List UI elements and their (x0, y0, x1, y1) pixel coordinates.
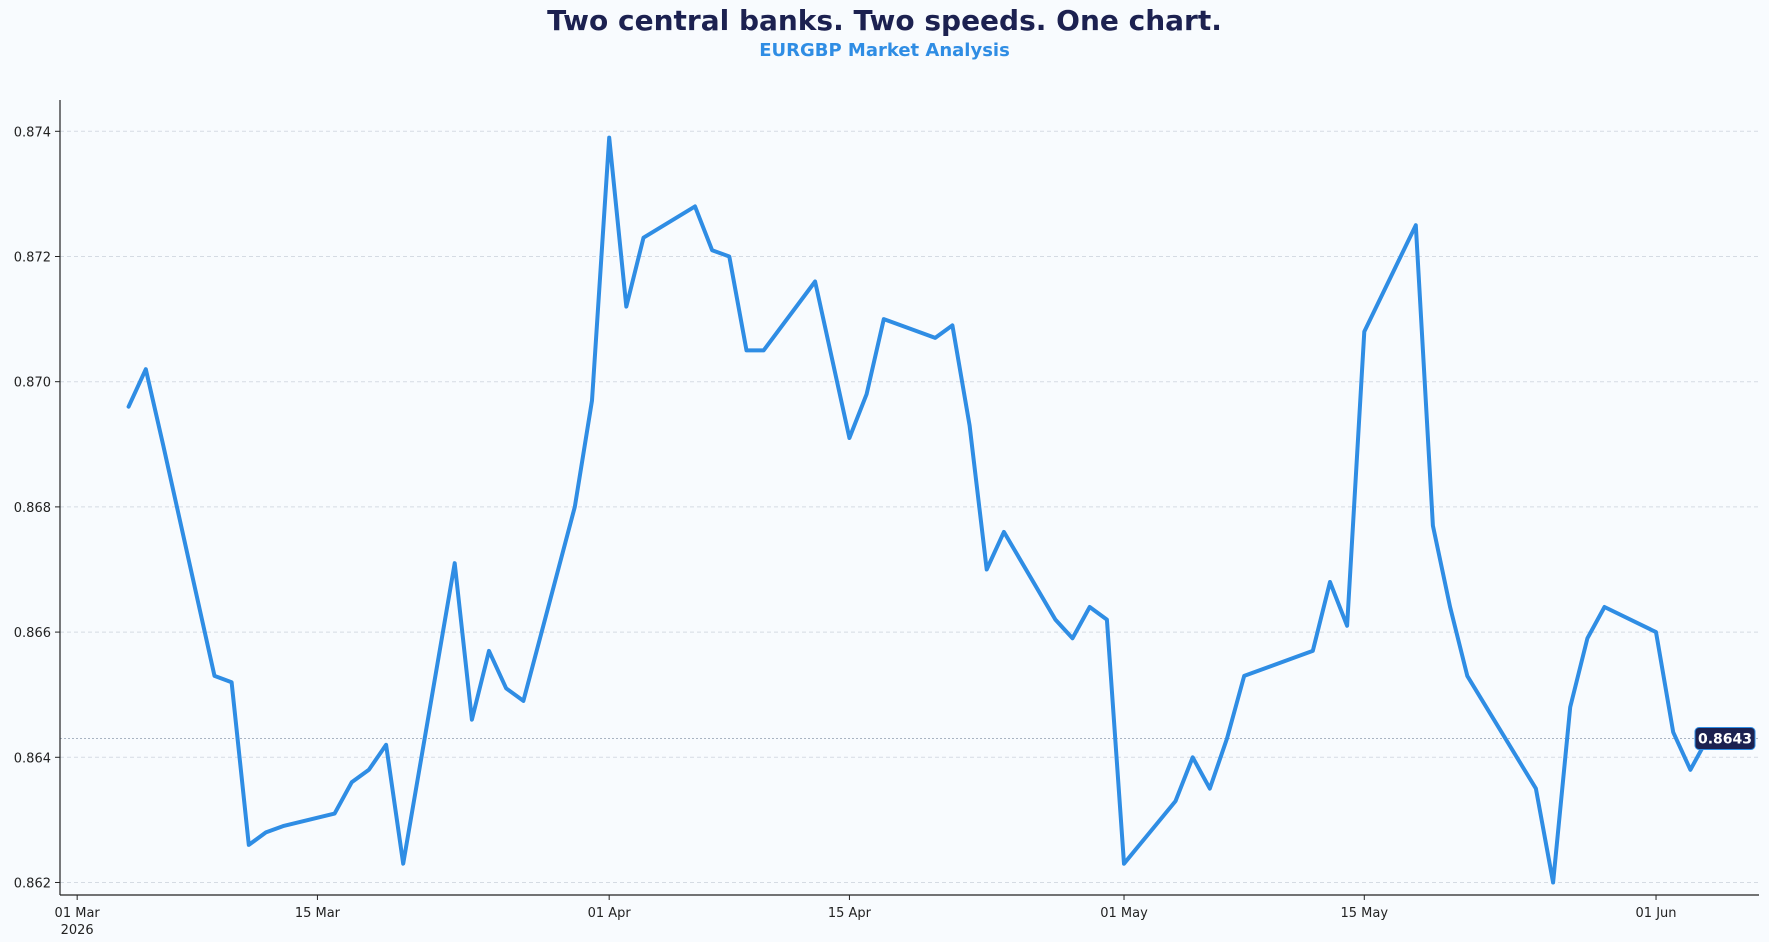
series-line (126, 135, 1710, 885)
y-tick-label: 0.864 (14, 751, 51, 766)
x-tick-year-label: 2026 (61, 923, 94, 938)
x-tick-label: 15 Apr (828, 906, 872, 921)
y-tick-label: 0.874 (14, 125, 51, 140)
x-tick-label: 01 May (1100, 906, 1148, 921)
axis-layer: 0.862 0.864 0.866 0.868 0.870 0.872 0.874 01 Ma… (14, 100, 1759, 938)
y-tick-label: 0.866 (14, 626, 51, 641)
y-tick-label: 0.872 (14, 250, 51, 265)
series-layer (126, 135, 1710, 885)
y-tick-label: 0.868 (14, 501, 51, 516)
chart-subtitle: EURGBP Market Analysis (759, 40, 1010, 61)
x-tick-label: 01 Apr (588, 906, 632, 921)
x-tick-label: 15 May (1341, 906, 1389, 921)
x-tick-label: 01 Mar (55, 906, 101, 921)
y-tick-label: 0.862 (14, 876, 51, 891)
y-tick-label: 0.870 (14, 376, 51, 391)
last-value-label: 0.8643 (1698, 732, 1752, 748)
x-tick-label: 01 Jun (1636, 906, 1677, 921)
label-layer: 0.8643 (1694, 727, 1756, 751)
grid-layer (60, 130, 1759, 883)
last-value-badge (1694, 727, 1756, 751)
x-tick-label: 15 Mar (295, 906, 341, 921)
chart-title: Two central banks. Two speeds. One chart… (547, 4, 1222, 37)
